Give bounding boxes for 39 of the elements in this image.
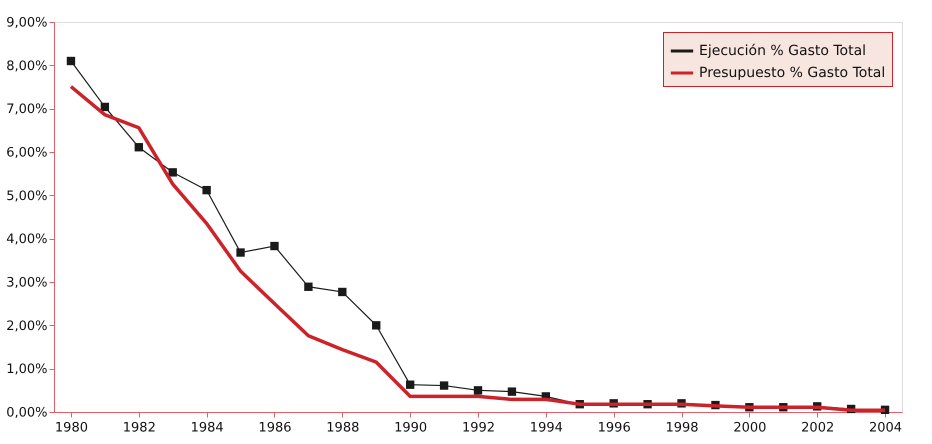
y-tick-label: 8,00% (6, 58, 48, 74)
point (236, 248, 245, 257)
point (372, 321, 380, 330)
x-tick-label: 1990 (394, 420, 428, 436)
point (440, 381, 448, 390)
y-tick-label: 9,00% (6, 16, 48, 30)
y-tick-label: 0,00% (6, 406, 48, 420)
y-tick-label: 2,00% (6, 318, 48, 334)
legend-label: Ejecución % Gasto Total (699, 43, 866, 59)
x-tick-label: 1998 (665, 420, 699, 436)
x-tick-label: 1992 (462, 420, 496, 436)
point (202, 186, 211, 194)
x-tick-label: 1994 (530, 420, 563, 436)
point (270, 242, 279, 250)
y-tick-label: 7,00% (6, 102, 48, 118)
y-tick-label: 5,00% (6, 188, 48, 204)
point (100, 102, 110, 112)
point (66, 56, 76, 66)
point (304, 282, 313, 291)
point (508, 387, 516, 396)
x-tick-label: 1988 (326, 420, 360, 436)
x-tick-label: 1996 (598, 420, 631, 436)
x-tick-label: 1980 (54, 420, 88, 436)
y-tick-label: 3,00% (6, 276, 48, 290)
x-tick-label: 1986 (258, 420, 292, 436)
y-tick-label: 4,00% (6, 232, 48, 248)
point (338, 288, 347, 296)
point (406, 380, 414, 389)
x-tick-label: 2002 (801, 420, 834, 436)
point (168, 168, 177, 177)
x-tick-label: 2000 (733, 420, 766, 436)
point (474, 386, 482, 395)
y-tick-label: 1,00% (6, 362, 48, 378)
legend-label: Presupuesto % Gasto Total (699, 65, 886, 81)
x-tick-label: 1984 (190, 420, 224, 436)
point (134, 143, 143, 152)
x-tick-label: 2004 (868, 420, 902, 436)
y-tick-label: 6,00% (6, 146, 48, 160)
x-tick-label: 1982 (122, 420, 156, 436)
